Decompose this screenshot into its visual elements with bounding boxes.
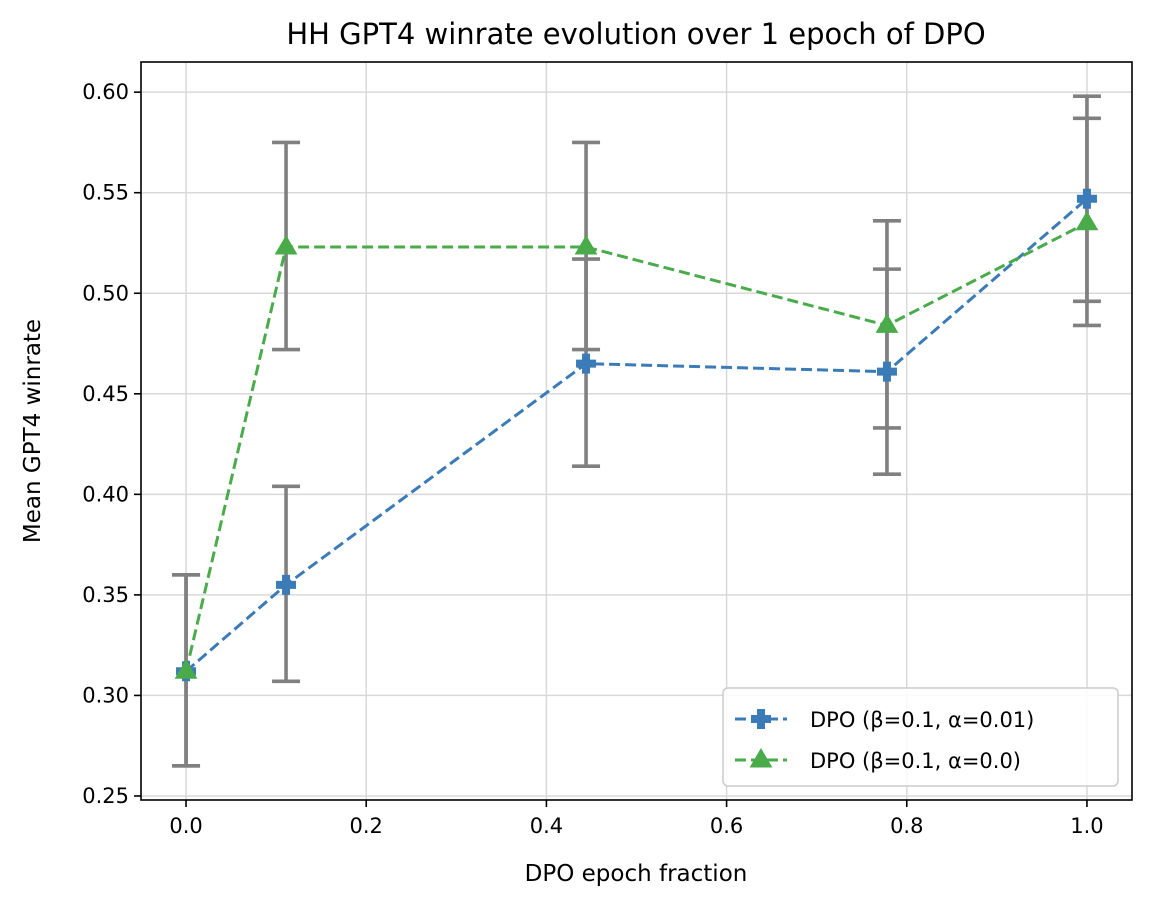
data-point-0 — [1076, 188, 1097, 209]
x-tick-label: 0.2 — [350, 814, 383, 838]
plot-frame — [140, 61, 1133, 801]
y-tick-label: 0.25 — [82, 784, 129, 808]
legend: DPO (β=0.1, α=0.01) DPO (β=0.1, α=0.0) — [722, 687, 1119, 787]
data-point-1 — [1075, 210, 1099, 231]
series-line-0 — [185, 197, 1088, 673]
data-point-1 — [574, 235, 598, 255]
y-axis-label: Mean GPT4 winrate — [20, 319, 46, 543]
x-tick-label: 0.4 — [530, 814, 563, 838]
series-line-1 — [184, 221, 1088, 672]
series-lines — [184, 197, 1088, 673]
y-tick-label: 0.30 — [82, 683, 129, 707]
data-point-1 — [174, 659, 198, 679]
x-tick-label: 1.0 — [1070, 814, 1103, 838]
error-bars — [172, 94, 1101, 768]
data-point-0 — [876, 361, 897, 382]
legend-marker-1 — [749, 748, 773, 768]
data-point-0 — [276, 574, 297, 595]
data-point-0 — [576, 353, 597, 374]
legend-label-0: DPO (β=0.1, α=0.01) — [810, 708, 1034, 732]
x-tick-label: 0.6 — [710, 814, 743, 838]
legend-marker-0 — [751, 709, 771, 729]
legend-box — [722, 687, 1119, 787]
y-tick-label: 0.45 — [82, 382, 129, 406]
x-axis-ticks: 0.0 0.2 0.4 0.6 0.8 1.0 — [169, 800, 1104, 838]
y-tick-label: 0.35 — [82, 583, 129, 607]
data-point-1 — [875, 313, 899, 333]
y-tick-label: 0.50 — [82, 281, 129, 305]
series-markers — [174, 188, 1099, 682]
chart-title: HH GPT4 winrate evolution over 1 epoch o… — [286, 17, 985, 51]
legend-label-1: DPO (β=0.1, α=0.0) — [810, 749, 1021, 773]
data-point-1 — [274, 235, 298, 255]
y-tick-label: 0.40 — [82, 482, 129, 506]
x-tick-label: 0.0 — [169, 814, 202, 838]
x-axis-label: DPO epoch fraction — [525, 861, 748, 887]
x-tick-label: 0.8 — [890, 814, 923, 838]
y-axis-ticks: 0.25 0.30 0.35 0.40 0.45 0.50 0.55 0.60 — [82, 80, 141, 808]
y-tick-label: 0.55 — [82, 181, 129, 205]
y-tick-label: 0.60 — [82, 80, 129, 104]
